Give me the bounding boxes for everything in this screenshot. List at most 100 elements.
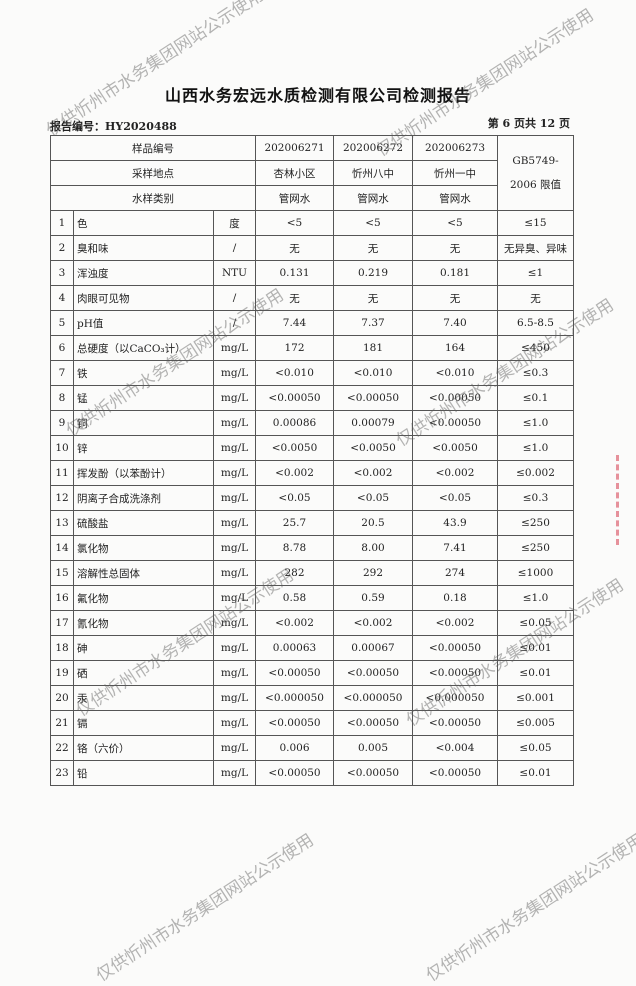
item-no: 16 bbox=[50, 585, 74, 611]
result-1: 0.131 bbox=[255, 260, 334, 286]
result-1: 0.006 bbox=[255, 735, 334, 761]
unit: mg/L bbox=[213, 735, 256, 761]
item-no: 1 bbox=[50, 210, 74, 236]
result-1: <0.002 bbox=[255, 460, 334, 486]
table-row: 16 氟化物 mg/L 0.58 0.59 0.18 ≤1.0 bbox=[50, 585, 574, 611]
item-name: 镉 bbox=[73, 710, 214, 736]
item-name: 挥发酚（以苯酚计） bbox=[73, 460, 214, 486]
result-3: 274 bbox=[412, 560, 498, 586]
result-2: 0.005 bbox=[333, 735, 413, 761]
result-3: <0.00050 bbox=[412, 410, 498, 436]
limit: ≤0.05 bbox=[497, 735, 574, 761]
result-2: 20.5 bbox=[333, 510, 413, 536]
limit: ≤450 bbox=[497, 335, 574, 361]
result-3: <0.00050 bbox=[412, 660, 498, 686]
sample-location: 杏林小区 bbox=[255, 160, 334, 186]
limit: ≤15 bbox=[497, 210, 574, 236]
location-label: 采样地点 bbox=[50, 160, 256, 186]
standard-label: GB5749-2006 限值 bbox=[497, 135, 574, 211]
header-row-sample-no: 样品编号 202006271 202006272 202006273 GB574… bbox=[50, 135, 574, 211]
sample-type: 管网水 bbox=[255, 185, 334, 211]
result-1: <0.000050 bbox=[255, 685, 334, 711]
table-row: 9 铜 mg/L 0.00086 0.00079 <0.00050 ≤1.0 bbox=[50, 410, 574, 436]
table-row: 3 浑浊度 NTU 0.131 0.219 0.181 ≤1 bbox=[50, 260, 574, 286]
result-1: <0.00050 bbox=[255, 385, 334, 411]
item-no: 21 bbox=[50, 710, 74, 736]
table-row: 17 氰化物 mg/L <0.002 <0.002 <0.002 ≤0.05 bbox=[50, 610, 574, 636]
result-1: 无 bbox=[255, 285, 334, 311]
result-1: 0.00063 bbox=[255, 635, 334, 661]
result-1: <0.002 bbox=[255, 610, 334, 636]
item-no: 18 bbox=[50, 635, 74, 661]
result-1: <5 bbox=[255, 210, 334, 236]
limit: ≤0.001 bbox=[497, 685, 574, 711]
result-3: <0.00050 bbox=[412, 760, 498, 786]
header-row-type: 水样类别 管网水 管网水 管网水 bbox=[50, 185, 574, 211]
result-3: 无 bbox=[412, 235, 498, 261]
unit: mg/L bbox=[213, 385, 256, 411]
table-row: 20 汞 mg/L <0.000050 <0.000050 <0.000050 ≤0.001 bbox=[50, 685, 574, 711]
type-label: 水样类别 bbox=[50, 185, 256, 211]
unit: mg/L bbox=[213, 585, 256, 611]
table-row: 7 铁 mg/L <0.010 <0.010 <0.010 ≤0.3 bbox=[50, 360, 574, 386]
result-1: <0.00050 bbox=[255, 710, 334, 736]
unit: mg/L bbox=[213, 510, 256, 536]
item-name: 氰化物 bbox=[73, 610, 214, 636]
item-name: 浑浊度 bbox=[73, 260, 214, 286]
item-name: 肉眼可见物 bbox=[73, 285, 214, 311]
result-1: <0.0050 bbox=[255, 435, 334, 461]
unit: mg/L bbox=[213, 360, 256, 386]
item-no: 9 bbox=[50, 410, 74, 436]
item-name: 铜 bbox=[73, 410, 214, 436]
table-row: 2 臭和味 / 无无无无异臭、异味 bbox=[50, 235, 574, 261]
item-name: 色 bbox=[73, 210, 214, 236]
unit: mg/L bbox=[213, 335, 256, 361]
result-3: <0.010 bbox=[412, 360, 498, 386]
unit: mg/L bbox=[213, 485, 256, 511]
unit: mg/L bbox=[213, 635, 256, 661]
result-3: <0.00050 bbox=[412, 385, 498, 411]
item-no: 4 bbox=[50, 285, 74, 311]
item-no: 7 bbox=[50, 360, 74, 386]
table-row: 23 铅 mg/L <0.00050 <0.00050 <0.00050 ≤0.01 bbox=[50, 760, 574, 786]
result-3: 7.40 bbox=[412, 310, 498, 336]
unit: mg/L bbox=[213, 410, 256, 436]
item-name: 锌 bbox=[73, 435, 214, 461]
unit: mg/L bbox=[213, 560, 256, 586]
result-1: 25.7 bbox=[255, 510, 334, 536]
result-2: 0.59 bbox=[333, 585, 413, 611]
result-2: 0.00067 bbox=[333, 635, 413, 661]
result-2: <5 bbox=[333, 210, 413, 236]
limit: ≤1.0 bbox=[497, 585, 574, 611]
result-3: <5 bbox=[412, 210, 498, 236]
table-row: 18 砷 mg/L 0.00063 0.00067 <0.00050 ≤0.01 bbox=[50, 635, 574, 661]
item-name: 臭和味 bbox=[73, 235, 214, 261]
unit: mg/L bbox=[213, 435, 256, 461]
item-no: 5 bbox=[50, 310, 74, 336]
result-2: <0.00050 bbox=[333, 385, 413, 411]
item-name: 锰 bbox=[73, 385, 214, 411]
limit: ≤0.002 bbox=[497, 460, 574, 486]
item-no: 8 bbox=[50, 385, 74, 411]
unit: 度 bbox=[213, 210, 256, 236]
table-row: 14 氯化物 mg/L 8.78 8.00 7.41 ≤250 bbox=[50, 535, 574, 561]
item-no: 19 bbox=[50, 660, 74, 686]
result-3: <0.0050 bbox=[412, 435, 498, 461]
sample-no: 202006272 bbox=[333, 135, 413, 161]
result-2: 0.219 bbox=[333, 260, 413, 286]
limit: ≤0.1 bbox=[497, 385, 574, 411]
table-row: 15 溶解性总固体 mg/L 282 292 274 ≤1000 bbox=[50, 560, 574, 586]
item-no: 10 bbox=[50, 435, 74, 461]
result-1: 172 bbox=[255, 335, 334, 361]
item-no: 20 bbox=[50, 685, 74, 711]
report-title: 山西水务宏远水质检测有限公司检测报告 bbox=[164, 86, 471, 105]
result-2: <0.00050 bbox=[333, 710, 413, 736]
result-2: <0.002 bbox=[333, 610, 413, 636]
sample-location: 忻州八中 bbox=[333, 160, 413, 186]
unit: mg/L bbox=[213, 535, 256, 561]
limit: ≤1000 bbox=[497, 560, 574, 586]
seal-edge bbox=[616, 455, 631, 545]
result-3: <0.00050 bbox=[412, 710, 498, 736]
unit: mg/L bbox=[213, 760, 256, 786]
result-1: 0.00086 bbox=[255, 410, 334, 436]
